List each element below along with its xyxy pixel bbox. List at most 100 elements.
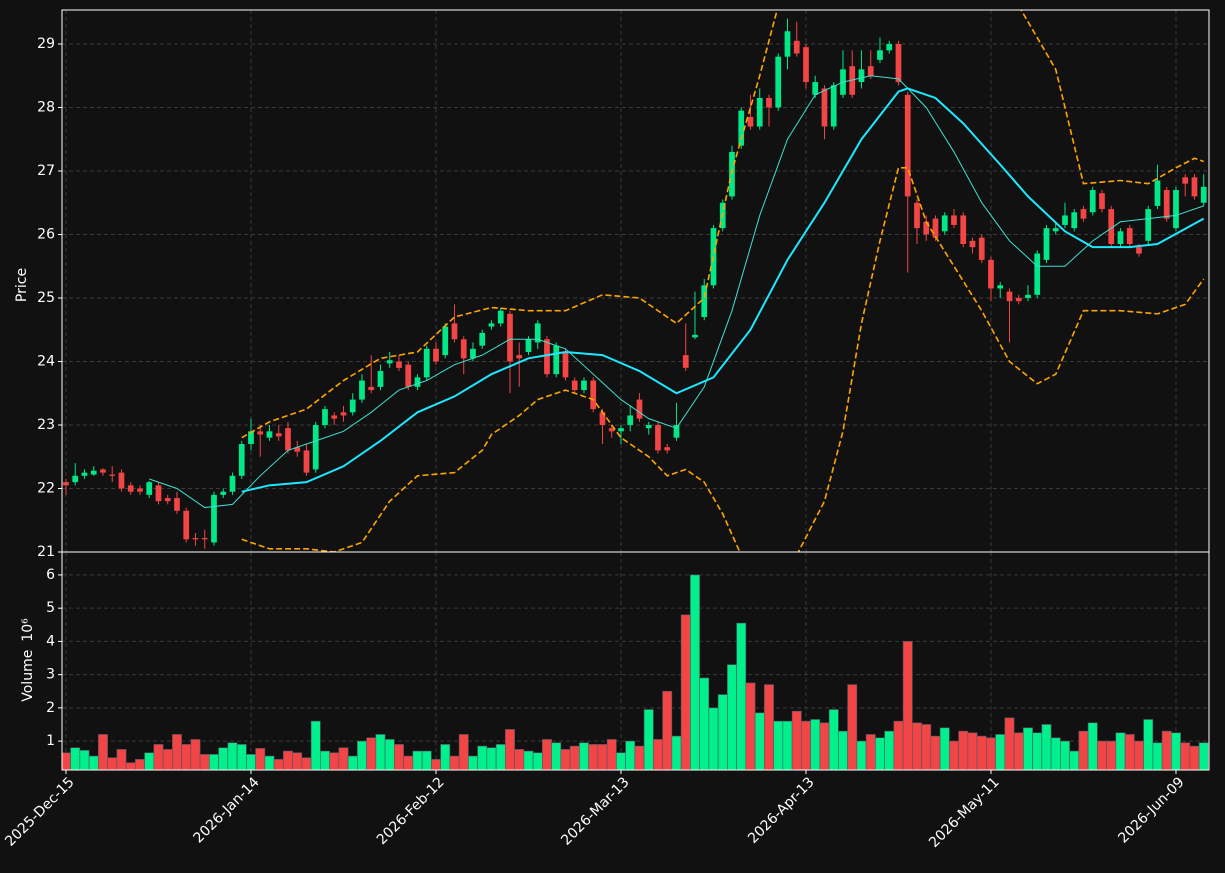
- y-tick-label: 6: [46, 567, 55, 583]
- volume-bar: [162, 749, 173, 770]
- y-tick-label: 27: [37, 163, 55, 179]
- volume-bar: [403, 755, 414, 770]
- volume-bar: [828, 709, 839, 770]
- candle-body: [396, 361, 402, 368]
- candle-body: [960, 215, 967, 245]
- candle-body: [951, 215, 957, 225]
- volume-bar: [329, 752, 340, 770]
- candle-body: [775, 56, 782, 108]
- candle-body: [220, 491, 227, 495]
- candle-body: [1136, 247, 1142, 254]
- candle-body: [627, 415, 634, 425]
- volume-bar: [579, 742, 589, 770]
- volume-bar: [98, 734, 108, 770]
- candle-body: [1052, 228, 1059, 232]
- volume-bar: [801, 720, 811, 770]
- volume-bar: [227, 742, 238, 770]
- candle-body: [803, 47, 809, 83]
- volume-bar: [79, 750, 90, 770]
- candle-body: [127, 485, 134, 492]
- volume-bar: [782, 720, 793, 770]
- volume-bar: [819, 722, 830, 770]
- candle-body: [941, 215, 948, 232]
- candle-body: [294, 447, 301, 452]
- candle-body: [340, 412, 347, 416]
- candle-body: [1200, 186, 1207, 203]
- volume-bar: [1180, 742, 1191, 770]
- candle-body: [895, 43, 902, 83]
- volume-bar: [88, 755, 99, 770]
- volume-bar: [884, 730, 895, 770]
- volume-bar: [1013, 732, 1024, 770]
- price-panel: 21 22 23 24 25 26 27 28 29: [37, 10, 1209, 560]
- candle-body: [1126, 228, 1133, 245]
- y-tick-label: 26: [37, 226, 55, 242]
- volume-bar: [125, 762, 136, 770]
- volume-bar: [394, 744, 404, 770]
- candle-body: [562, 351, 569, 378]
- y-tick-label: 25: [37, 290, 55, 306]
- candle-body: [1145, 209, 1152, 241]
- candle-body: [386, 360, 393, 364]
- volume-bar: [264, 755, 275, 770]
- volume-bar: [967, 732, 978, 770]
- volume-bar: [144, 752, 155, 770]
- volume-bar: [1023, 727, 1033, 770]
- volume-bar: [153, 744, 164, 770]
- volume-bar: [1171, 732, 1181, 770]
- y-tick-label: 5: [46, 600, 55, 616]
- volume-axis-label: Volume 10⁶: [20, 618, 36, 702]
- y-tick-label: 3: [46, 667, 55, 683]
- volume-bar: [431, 759, 441, 770]
- volume-bar: [514, 749, 525, 770]
- candle-body: [636, 399, 643, 419]
- volume-bar: [1106, 740, 1117, 770]
- candle-body: [978, 237, 985, 260]
- candle-body: [756, 97, 763, 127]
- indicator-line: [241, 87, 1205, 493]
- candle-body: [738, 110, 745, 146]
- candle-body: [377, 371, 384, 387]
- candle-body: [229, 475, 236, 492]
- candle-body: [183, 510, 190, 540]
- candle-body: [1182, 177, 1189, 184]
- candle-body: [146, 482, 153, 495]
- candle-body: [747, 117, 754, 127]
- volume-bar: [976, 735, 987, 770]
- candle-body: [238, 444, 245, 476]
- volume-bar: [458, 734, 469, 770]
- volume-bar: [62, 752, 71, 770]
- volume-bar: [856, 740, 867, 770]
- candle-body: [1089, 190, 1096, 213]
- volume-bar: [375, 734, 386, 770]
- volume-bar: [357, 740, 367, 770]
- volume-bar: [366, 737, 377, 770]
- candle-body: [849, 66, 856, 95]
- candle-body: [1015, 297, 1022, 302]
- volume-bar: [1143, 719, 1154, 770]
- candle-body: [682, 355, 689, 368]
- volume-bar: [320, 750, 330, 770]
- volume-bar: [1050, 737, 1061, 770]
- volume-bar: [653, 739, 663, 770]
- volume-bar: [791, 710, 802, 770]
- candle-body: [137, 488, 143, 492]
- volume-bar: [107, 757, 118, 770]
- candle-body: [285, 428, 291, 451]
- volume-bar: [690, 574, 700, 770]
- volume-bar: [902, 641, 913, 770]
- y-tick-label: 23: [37, 417, 55, 433]
- volume-bar: [736, 622, 747, 770]
- volume-bar: [717, 694, 728, 770]
- candle-body: [414, 377, 421, 387]
- candle-body: [581, 380, 587, 391]
- candle-body: [1071, 212, 1078, 229]
- volume-bar: [569, 745, 580, 770]
- candle-body: [368, 386, 375, 391]
- volume-bar: [199, 754, 210, 770]
- volume-bar: [1124, 734, 1135, 770]
- volume-bar: [949, 740, 959, 770]
- candle-body: [257, 431, 264, 435]
- volume-bar: [921, 724, 932, 770]
- candle-body: [303, 450, 310, 473]
